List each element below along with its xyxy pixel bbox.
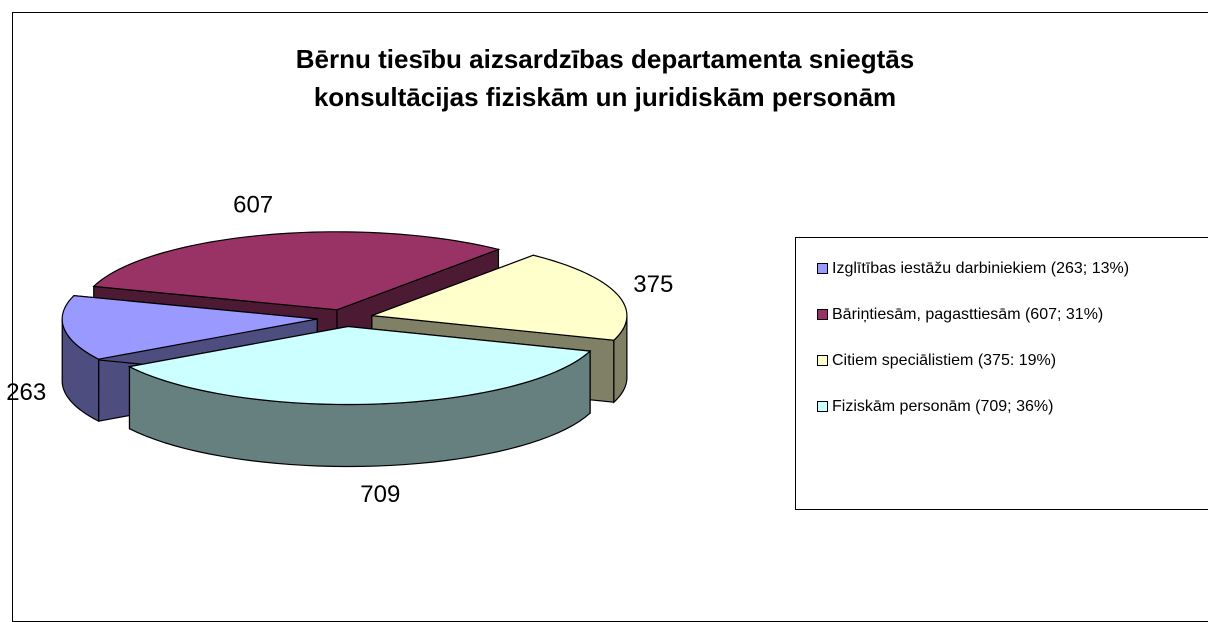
legend-label: Izglītības iestāžu darbiniekiem (263; 13…: [832, 260, 1130, 277]
legend-swatch: [817, 309, 828, 320]
data-label: 263: [6, 379, 46, 406]
legend-item: Fiziskām personām (709; 36%): [817, 396, 1200, 418]
legend-swatch: [817, 401, 828, 412]
legend-item: Bāriņtiesām, pagasttiesām (607; 31%): [817, 304, 1200, 326]
legend-swatch: [817, 263, 828, 274]
data-label: 375: [633, 271, 673, 298]
legend-item: Citiem speciālistiem (375: 19%): [817, 350, 1200, 372]
legend-item: Izglītības iestāžu darbiniekiem (263; 13…: [817, 258, 1200, 280]
legend: Izglītības iestāžu darbiniekiem (263; 13…: [795, 237, 1208, 510]
legend-swatch: [817, 355, 828, 366]
data-label: 607: [233, 192, 273, 219]
data-label: 709: [360, 481, 400, 508]
slice: [92, 231, 501, 311]
legend-label: Fiziskām personām (709; 36%): [832, 398, 1054, 415]
slice: [371, 254, 628, 341]
legend-label: Citiem speciālistiem (375: 19%): [832, 352, 1057, 369]
slice: [127, 325, 592, 406]
chart-title: Bērnu tiesību aizsardzības departamenta …: [295, 44, 915, 112]
legend-label: Bāriņtiesām, pagasttiesām (607; 31%): [832, 306, 1104, 323]
slice: [61, 294, 318, 360]
pie-plot: 263 607 375 709: [6, 192, 673, 509]
